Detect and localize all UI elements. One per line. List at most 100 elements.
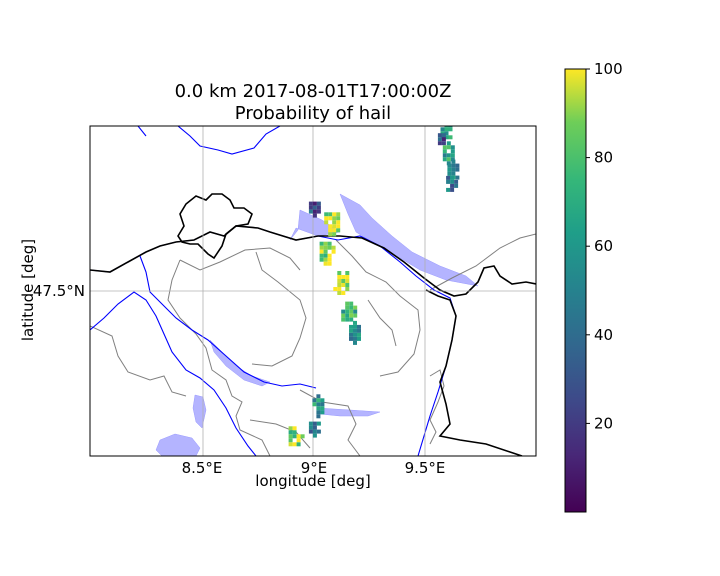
hail-cell (450, 184, 454, 188)
hail-cell (450, 188, 454, 192)
hail-cell (316, 402, 320, 406)
hail-cell (357, 329, 361, 333)
hail-cell (345, 271, 349, 275)
hail-cell (349, 302, 353, 306)
hail-cell (289, 442, 293, 446)
hail-cell (332, 232, 336, 236)
hail-cell (447, 157, 451, 161)
hail-cell (443, 149, 447, 153)
hail-cell (320, 258, 324, 262)
hail-cell (454, 184, 458, 188)
hail-cell (443, 157, 447, 161)
hail-cell (316, 406, 320, 410)
hail-cell (332, 250, 336, 254)
hail-cell (328, 258, 332, 262)
hail-cell (320, 398, 324, 402)
hail-cell (438, 141, 442, 145)
hail-cell (316, 398, 320, 402)
hail-cell (336, 220, 340, 224)
hail-cell (450, 180, 454, 184)
hail-cell (289, 426, 293, 430)
hail-cell (328, 242, 332, 246)
hail-cell (317, 422, 321, 426)
hail-cell (449, 135, 453, 139)
x-tick-label: 9.5°E (405, 459, 446, 477)
hail-cell (447, 153, 451, 157)
hail-cell (353, 325, 357, 329)
hail-cell (341, 314, 345, 318)
hail-cell (349, 314, 353, 318)
hail-cell (345, 314, 349, 318)
hail-cell (313, 430, 317, 434)
hail-cell (345, 283, 349, 287)
hail-cell (332, 212, 336, 216)
hail-cell (447, 168, 451, 172)
hail-cell (353, 306, 357, 310)
hail-cell (324, 242, 328, 246)
hail-cell (297, 438, 301, 442)
hail-cell (313, 210, 317, 214)
hail-cell (324, 262, 328, 266)
hail-cell (349, 318, 353, 322)
hail-cell (345, 318, 349, 322)
hail-cell (309, 202, 313, 206)
hail-cell (337, 283, 341, 287)
hail-cell (316, 410, 320, 414)
hail-cell (293, 430, 297, 434)
hail-cell (451, 164, 455, 168)
hail-cell (328, 224, 332, 228)
hail-cell (353, 329, 357, 333)
hail-cell (441, 127, 445, 131)
hail-cell (445, 123, 449, 127)
hail-cell (328, 216, 332, 220)
hail-cell (451, 145, 455, 149)
hail-cell (341, 310, 345, 314)
hail-cell (451, 168, 455, 172)
colorbar-ticks: 20406080100 (586, 60, 623, 432)
colorbar-tick-label: 80 (594, 149, 613, 167)
hail-cell (336, 228, 340, 232)
hail-cell (341, 283, 345, 287)
hail-cell (324, 250, 328, 254)
hail-cell (449, 127, 453, 131)
hail-cell (455, 176, 459, 180)
hail-cell (447, 172, 451, 176)
hail-cell (353, 341, 357, 345)
x-axis: 8.5°E 9°E 9.5°E longitude [deg] (182, 459, 446, 490)
hail-cell (317, 210, 321, 214)
hail-cell (445, 127, 449, 131)
hail-cell (317, 430, 321, 434)
hail-cell (313, 422, 317, 426)
hail-cell (443, 145, 447, 149)
hail-cell (451, 153, 455, 157)
hail-cell (309, 422, 313, 426)
hail-cell (443, 153, 447, 157)
hail-cell (324, 246, 328, 250)
hail-cell (324, 216, 328, 220)
hail-cell (293, 434, 297, 438)
y-axis: 47.5°N latitude [deg] (19, 239, 85, 341)
colorbar-gradient (565, 69, 586, 512)
hail-cell (332, 246, 336, 250)
hail-cell (337, 287, 341, 291)
hail-cell (349, 329, 353, 333)
hail-cell (353, 337, 357, 341)
hail-cell (328, 212, 332, 216)
hail-cell (328, 228, 332, 232)
hail-cell (442, 141, 446, 145)
hail-cell (297, 434, 301, 438)
hail-cell (332, 216, 336, 220)
hail-cell (449, 123, 453, 127)
hail-cell (454, 180, 458, 184)
hail-cell (447, 145, 451, 149)
hail-cell (317, 206, 321, 210)
hail-cell (451, 149, 455, 153)
hail-cell (320, 246, 324, 250)
hail-cell (289, 434, 293, 438)
hail-cell (446, 180, 450, 184)
hail-cell (313, 434, 317, 438)
hail-cell (336, 216, 340, 220)
hail-cell (345, 310, 349, 314)
hail-cell (337, 271, 341, 275)
hail-cell (328, 254, 332, 258)
